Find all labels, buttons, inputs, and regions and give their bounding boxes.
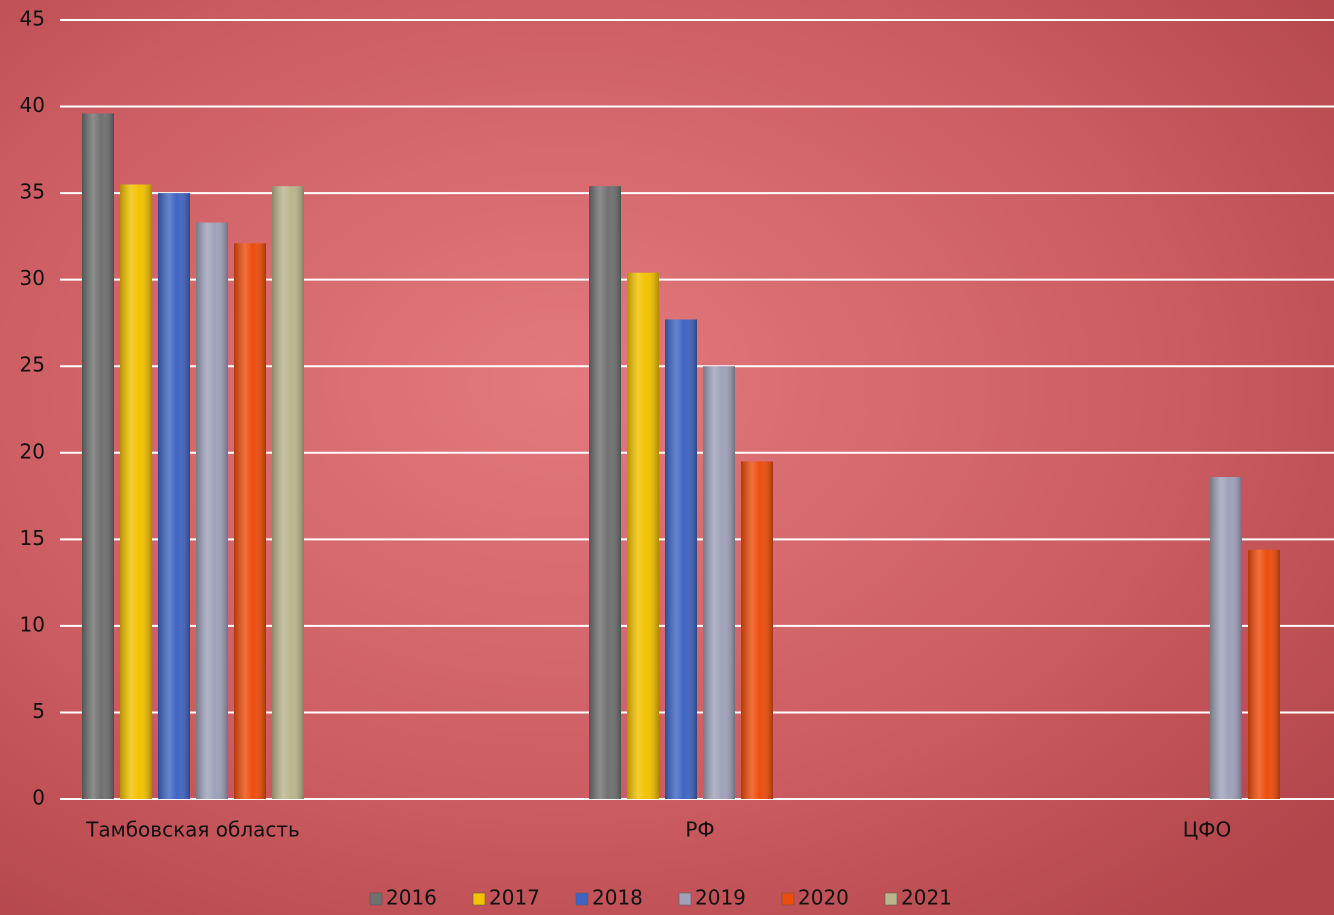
bar-shine (234, 243, 266, 799)
legend-label: 2018 (592, 886, 643, 910)
y-tick-label: 35 (20, 180, 45, 204)
x-tick-label: ЦФО (1183, 818, 1232, 842)
legend-label: 2016 (386, 886, 437, 910)
bar-shine (1248, 549, 1280, 799)
x-tick-label: Тамбовская область (85, 818, 300, 842)
y-tick-label: 40 (20, 93, 45, 117)
legend-swatch (472, 892, 486, 906)
y-tick-label: 45 (20, 7, 45, 31)
x-tick-label: РФ (685, 818, 714, 842)
y-tick-label: 15 (20, 526, 45, 550)
y-tick-label: 5 (32, 699, 45, 723)
legend-swatch (781, 892, 795, 906)
y-tick-label: 25 (20, 353, 45, 377)
bar-shine (703, 366, 735, 799)
legend-swatch (575, 892, 589, 906)
y-tick-label: 30 (20, 266, 45, 290)
legend-label: 2021 (901, 886, 952, 910)
bar-shine (741, 461, 773, 799)
y-tick-label: 20 (20, 439, 45, 463)
legend-label: 2019 (695, 886, 746, 910)
bar-shine (627, 272, 659, 800)
legend-swatch (369, 892, 383, 906)
legend-swatch (884, 892, 898, 906)
y-tick-label: 0 (32, 786, 45, 810)
legend-label: 2020 (798, 886, 849, 910)
bar-shine (158, 193, 190, 800)
y-tick-label: 10 (20, 612, 45, 636)
bar-shine (120, 184, 152, 799)
bar-shine (1210, 477, 1242, 799)
bar-shine (82, 113, 114, 800)
legend-label: 2017 (489, 886, 540, 910)
bar-shine (272, 186, 304, 800)
legend-swatch (678, 892, 692, 906)
bar-shine (196, 222, 228, 800)
bar-shine (665, 319, 697, 799)
bar-shine (589, 186, 621, 800)
